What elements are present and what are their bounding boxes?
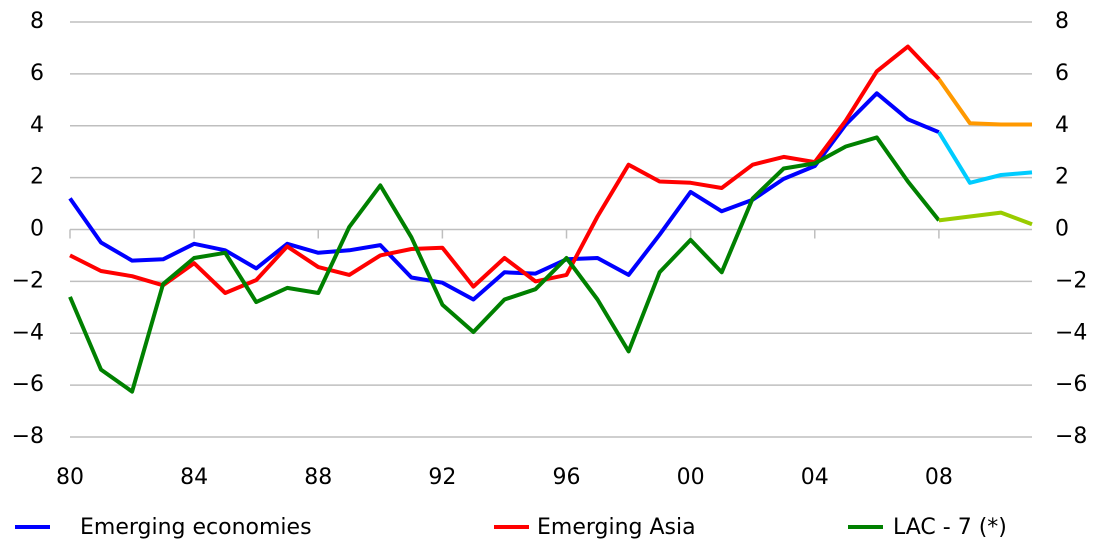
y-tick-label: 8 xyxy=(30,9,44,34)
y-tick-label: 4 xyxy=(30,113,44,138)
x-tick-label: 92 xyxy=(428,465,456,490)
y-tick-label: −6 xyxy=(12,372,44,397)
y2-tick-label: 4 xyxy=(1055,113,1069,138)
y-tick-label: −4 xyxy=(12,320,44,345)
x-tick-label: 08 xyxy=(925,465,953,490)
forecast-line xyxy=(937,131,1033,185)
y2-tick-label: 6 xyxy=(1055,61,1069,86)
x-tick-label: 04 xyxy=(801,465,829,490)
y2-tick-label: 8 xyxy=(1055,9,1069,34)
y2-tick-label: −4 xyxy=(1055,320,1087,345)
y2-tick-label: 2 xyxy=(1055,165,1069,190)
forecast-line xyxy=(937,77,1032,127)
y-tick-label: 0 xyxy=(30,217,44,242)
x-tick-label: 80 xyxy=(56,465,84,490)
y-tick-label: 2 xyxy=(30,165,44,190)
series-line xyxy=(69,44,941,295)
y-tick-label: 6 xyxy=(30,61,44,86)
x-tick-label: 84 xyxy=(180,465,208,490)
x-tick-label: 96 xyxy=(553,465,581,490)
x-tick-label: 88 xyxy=(304,465,332,490)
y2-tick-label: −2 xyxy=(1055,268,1087,293)
x-tick-label: 00 xyxy=(677,465,705,490)
y2-tick-label: −8 xyxy=(1055,424,1087,449)
series-line xyxy=(68,135,941,394)
y-tick-label: −8 xyxy=(12,424,44,449)
y2-tick-label: −6 xyxy=(1055,372,1087,397)
y2-tick-label: 0 xyxy=(1055,217,1069,242)
series-line xyxy=(68,91,940,302)
legend-label: LAC - 7 (*) xyxy=(893,515,1007,540)
forecast-line xyxy=(938,210,1033,227)
legend-label: Emerging economies xyxy=(80,515,312,540)
y-tick-label: −2 xyxy=(12,268,44,293)
legend-label: Emerging Asia xyxy=(537,515,696,540)
